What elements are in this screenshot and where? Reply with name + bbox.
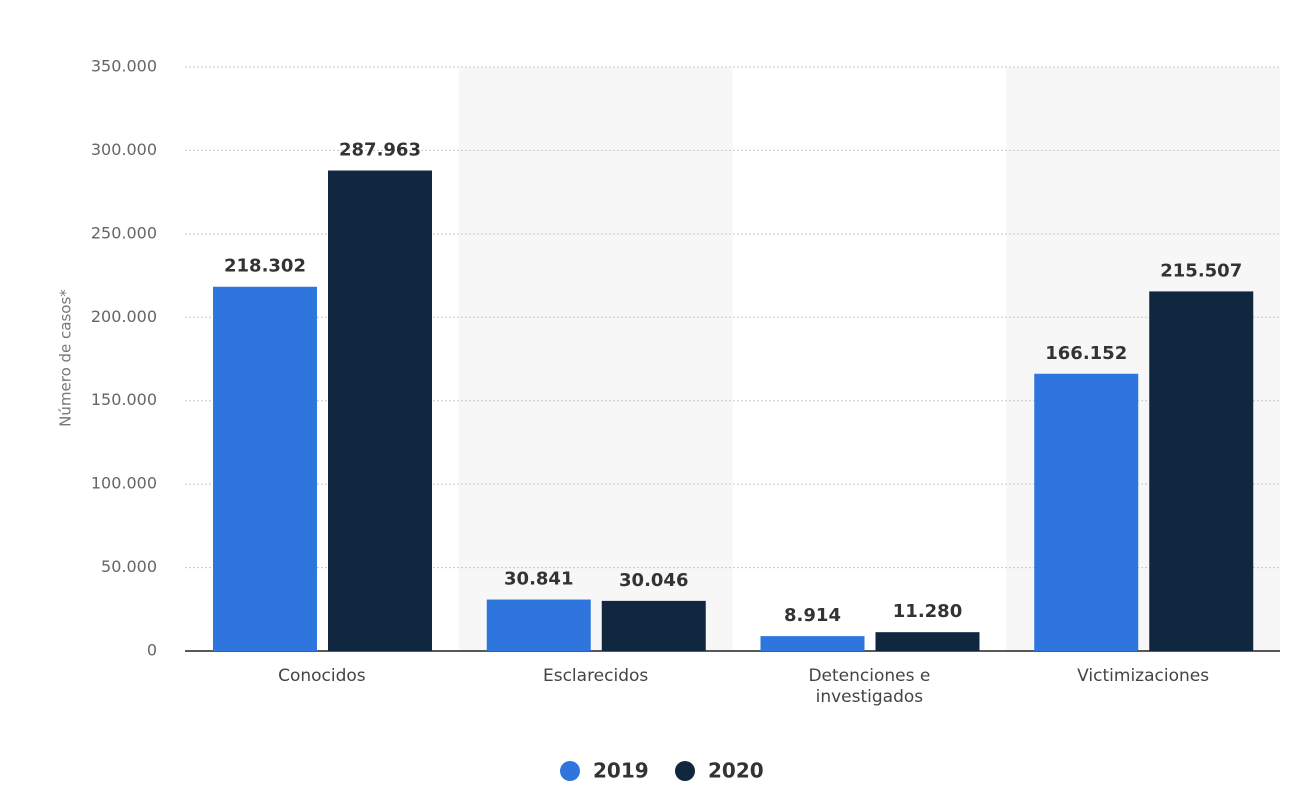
legend-label: 2020 — [708, 759, 764, 783]
bar — [875, 632, 980, 651]
y-tick-label: 350.000 — [91, 57, 157, 76]
value-label: 11.280 — [893, 601, 962, 622]
value-label: 166.152 — [1045, 343, 1127, 364]
value-label: 8.914 — [784, 605, 841, 626]
bar — [760, 636, 865, 651]
bar — [328, 170, 432, 651]
x-tick-label: Victimizaciones — [1077, 666, 1210, 686]
bar — [213, 286, 317, 651]
x-tick-label-box: Esclarecidos — [542, 666, 649, 686]
y-tick-label: 0 — [147, 641, 157, 660]
y-tick-label: 250.000 — [91, 223, 157, 242]
x-tick-label: Conocidos — [278, 666, 366, 686]
bar — [601, 600, 706, 651]
legend-label: 2019 — [593, 759, 649, 783]
y-tick-label: 50.000 — [101, 557, 157, 576]
x-tick-label-box: Victimizaciones — [1077, 666, 1210, 686]
bar — [1034, 373, 1139, 651]
legend-marker — [560, 761, 580, 781]
value-label: 218.302 — [224, 256, 306, 277]
legend-marker — [675, 761, 695, 781]
y-axis-label: Número de casos* — [57, 289, 75, 427]
x-tick-label: Esclarecidos — [542, 666, 649, 686]
value-label: 30.046 — [619, 570, 688, 591]
x-tick-label-box: Conocidos — [278, 666, 366, 686]
y-tick-label: 100.000 — [91, 474, 157, 493]
y-tick-label: 300.000 — [91, 140, 157, 159]
band-shade — [458, 67, 733, 651]
bar — [1149, 291, 1254, 651]
y-tick-label: 200.000 — [91, 307, 157, 326]
value-label: 215.507 — [1160, 260, 1242, 281]
value-label: 30.841 — [504, 569, 573, 590]
x-tick-label-box: Detenciones e investigados — [808, 666, 931, 707]
bar — [486, 599, 591, 651]
value-label: 287.963 — [339, 140, 421, 161]
y-tick-label: 150.000 — [91, 390, 157, 409]
x-tick-label: Detenciones e investigados — [808, 666, 931, 707]
